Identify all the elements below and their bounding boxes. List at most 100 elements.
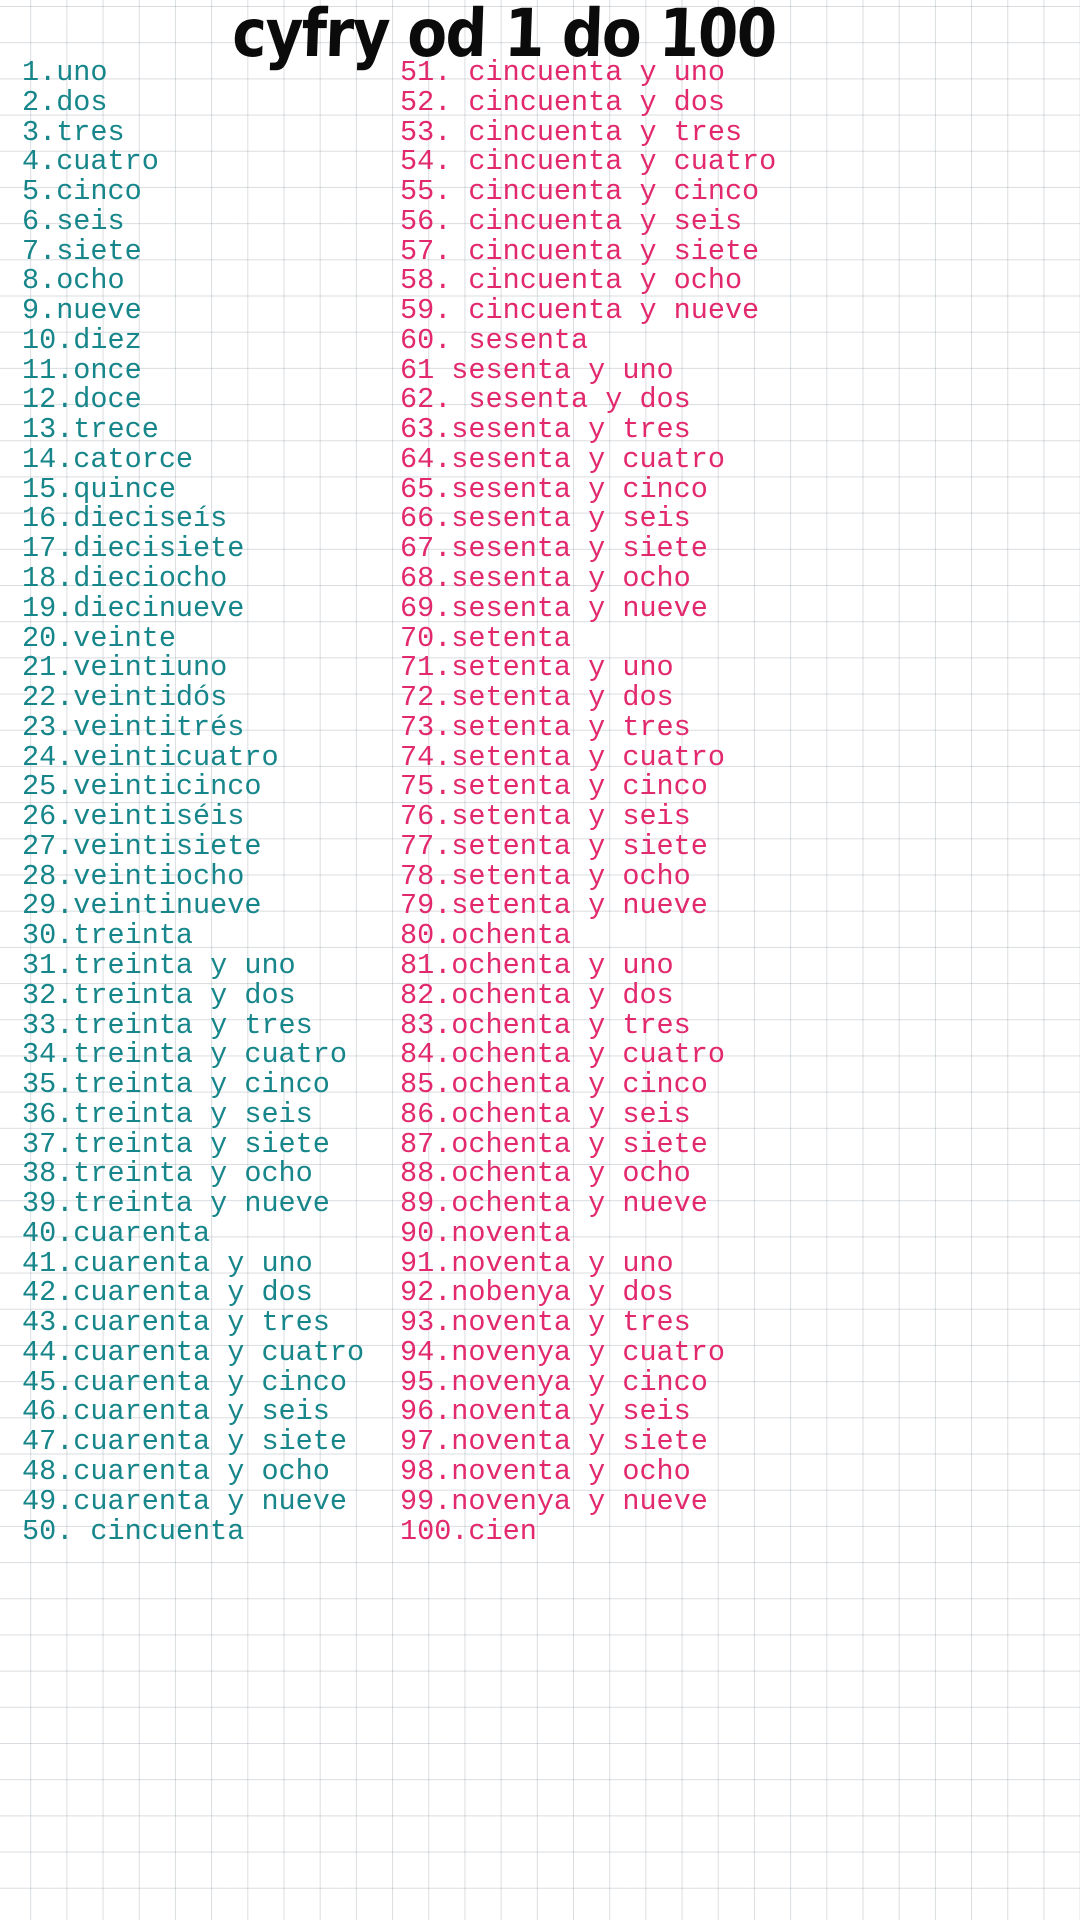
number-list-right-item: 54. cincuenta y cuatro (400, 145, 777, 179)
number-list-left-item: 22.veintidós (22, 681, 228, 715)
number-list-right-item: 88.ochenta y ocho (400, 1157, 691, 1191)
number-list-left-item: 25.veinticinco (22, 770, 262, 804)
number-list-left-item: 35.treinta y cinco (22, 1068, 330, 1102)
number-list-right-item: 64.sesenta y cuatro (400, 442, 725, 476)
number-list-left-item: 47.cuarenta y siete (22, 1425, 347, 1459)
number-list-left-item: 13.trece (22, 413, 159, 447)
number-list-right-item: 84.ochenta y cuatro (400, 1038, 725, 1072)
number-list-left-item: 41.cuarenta y uno (22, 1246, 313, 1280)
number-list-left-item: 44.cuarenta y cuatro (22, 1335, 365, 1369)
number-list-left-item: 10.diez (22, 323, 142, 357)
number-list-right-item: 81.ochenta y uno (400, 948, 674, 982)
number-list-left-item: 27.veintisiete (22, 829, 262, 863)
number-list-right-item: 74.setenta y cuatro (400, 740, 725, 774)
number-list-right-item: 65.sesenta y cinco (400, 472, 708, 506)
number-list-right-item: 57. cincuenta y siete (400, 234, 760, 268)
number-list-right-item: 97.noventa y siete (400, 1425, 708, 1459)
number-list-left-item: 12.doce (22, 383, 142, 417)
number-list-left-item: 46.cuarenta y seis (22, 1395, 330, 1429)
number-list-right-item: 91.noventa y uno (400, 1246, 674, 1280)
number-list-left-item: 2.dos (22, 85, 108, 119)
number-list-left-item: 33.treinta y tres (22, 1008, 313, 1042)
number-list-right-item: 56. cincuenta y seis (400, 204, 743, 238)
number-list-left-item: 39.treinta y nueve (22, 1187, 330, 1221)
number-list-right-item: 59. cincuenta y nueve (400, 294, 760, 328)
number-list-right-item: 76.setenta y seis (400, 800, 691, 834)
number-list-left-item: 32.treinta y dos (22, 978, 296, 1012)
number-list-right-item: 68.sesenta y ocho (400, 562, 691, 596)
number-list-right-item: 79.setenta y nueve (400, 889, 708, 923)
number-list-left-item: 30.treinta (22, 919, 194, 953)
number-list-right-item: 55. cincuenta y cinco (400, 175, 760, 209)
number-list-right-item: 100.cien (400, 1514, 537, 1548)
number-list-left-item: 4.cuatro (22, 145, 159, 179)
number-list-right-item: 95.novenya y cinco (400, 1365, 708, 1399)
number-list-left-item: 48.cuarenta y ocho (22, 1454, 330, 1488)
number-list-left-item: 34.treinta y cuatro (22, 1038, 347, 1072)
number-list-left-item: 7.siete (22, 234, 142, 268)
number-list-right-item: 83.ochenta y tres (400, 1008, 691, 1042)
number-list-left-item: 43.cuarenta y tres (22, 1306, 330, 1340)
number-list-left-item: 26.veintiséis (22, 800, 245, 834)
number-list-left-item: 29.veintinueve (22, 889, 262, 923)
number-list-right-item: 99.novenya y nueve (400, 1484, 708, 1518)
number-list-left-item: 38.treinta y ocho (22, 1157, 313, 1191)
number-list-left-item: 21.veintiuno (22, 651, 228, 685)
number-list-right-item: 60. sesenta (400, 323, 589, 357)
number-list-right-item: 93.noventa y tres (400, 1306, 691, 1340)
number-list-left-item: 6.seis (22, 204, 125, 238)
number-list-left-item: 36.treinta y seis (22, 1097, 313, 1131)
number-list-right-item: 92.nobenya y dos (400, 1276, 674, 1310)
number-list-right-item: 71.setenta y uno (400, 651, 674, 685)
number-list-right-item: 78.setenta y ocho (400, 859, 691, 893)
number-list-left-item: 40.cuarenta (22, 1216, 211, 1250)
number-list-right-item: 61 sesenta y uno (400, 353, 674, 387)
number-list-right-item: 86.ochenta y seis (400, 1097, 691, 1131)
number-list-left-item: 23.veintitrés (22, 710, 245, 744)
number-list-right-item: 72.setenta y dos (400, 681, 674, 715)
number-list-left-item: 24.veinticuatro (22, 740, 279, 774)
number-list-right-item: 70.setenta (400, 621, 572, 655)
number-list-right-item: 80.ochenta (400, 919, 572, 953)
number-list-left-item: 28.veintiocho (22, 859, 245, 893)
number-list-right-item: 82.ochenta y dos (400, 978, 674, 1012)
number-list-left-item: 16.dieciseís (22, 502, 228, 536)
number-list-right-item: 58. cincuenta y ocho (400, 264, 743, 298)
number-list-left-item: 18.dieciocho (22, 562, 228, 596)
number-list-right-item: 67.sesenta y siete (400, 532, 708, 566)
number-list-right-item: 63.sesenta y tres (400, 413, 691, 447)
number-list-right-item: 96.noventa y seis (400, 1395, 691, 1429)
number-list-left-item: 9.nueve (22, 294, 142, 328)
number-list-right-item: 66.sesenta y seis (400, 502, 691, 536)
number-list-left-item: 37.treinta y siete (22, 1127, 330, 1161)
number-list-right-item: 62. sesenta y dos (400, 383, 691, 417)
number-list-left-item: 1.uno (22, 56, 108, 89)
number-list-left-item: 45.cuarenta y cinco (22, 1365, 347, 1399)
number-list-right-item: 73.setenta y tres (400, 710, 691, 744)
number-list-right-item: 98.noventa y ocho (400, 1454, 691, 1488)
number-list-right-item: 94.novenya y cuatro (400, 1335, 725, 1369)
number-list-left-item: 50. cincuenta (22, 1514, 245, 1548)
number-list-right-item: 69.sesenta y nueve (400, 591, 708, 625)
number-list-left-item: 11.once (22, 353, 142, 387)
number-list-left-item: 14.catorce (22, 442, 194, 476)
number-list-left-item: 49.cuarenta y nueve (22, 1484, 347, 1518)
number-list-left-item: 17.diecisiete (22, 532, 245, 566)
number-list-right-item: 87.ochenta y siete (400, 1127, 708, 1161)
number-list-left-column: 1.uno 2.dos 3.tres 4.cuatro 5.cinco 6.seis 7.s… (22, 58, 364, 1546)
number-list-left-item: 8.ocho (22, 264, 125, 298)
number-list-right-item: 53. cincuenta y tres (400, 115, 743, 149)
number-list-right-item: 85.ochenta y cinco (400, 1068, 708, 1102)
number-list-right-item: 52. cincuenta y dos (400, 85, 725, 119)
number-list-left-item: 42.cuarenta y dos (22, 1276, 313, 1310)
number-list-right-item: 77.setenta y siete (400, 829, 708, 863)
number-list-left-item: 5.cinco (22, 175, 142, 209)
number-list-right-item: 51. cincuenta y uno (400, 56, 725, 89)
number-list-left-item: 3.tres (22, 115, 125, 149)
number-list-right-item: 75.setenta y cinco (400, 770, 708, 804)
number-list-right-item: 89.ochenta y nueve (400, 1187, 708, 1221)
number-list-left-item: 15.quince (22, 472, 176, 506)
number-list-right-item: 90.noventa (400, 1216, 572, 1250)
number-list-left-item: 31.treinta y uno (22, 948, 296, 982)
